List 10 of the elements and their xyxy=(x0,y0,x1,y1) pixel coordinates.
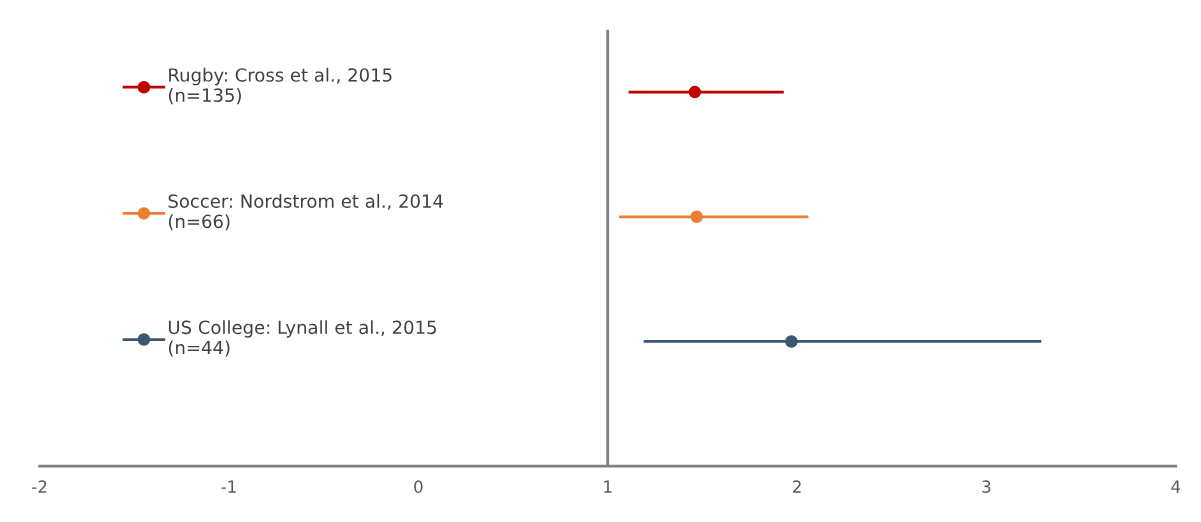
legend-label: Soccer: Nordstrom et al., 2014 (n=66) xyxy=(168,193,443,231)
legend-label: Rugby: Cross et al., 2015 (n=135) xyxy=(168,67,392,105)
x-tick-label: 1 xyxy=(604,480,612,493)
x-tick-label: 3 xyxy=(982,480,991,493)
legend-label: US College: Lynall et al., 2015 (n=44) xyxy=(168,320,436,357)
x-tick-label: -2 xyxy=(32,480,47,493)
x-tick-label: 4 xyxy=(1171,480,1181,493)
x-tick-label: 0 xyxy=(414,480,423,493)
x-tick-label: -1 xyxy=(221,480,236,493)
x-tick-label: 2 xyxy=(792,480,801,493)
